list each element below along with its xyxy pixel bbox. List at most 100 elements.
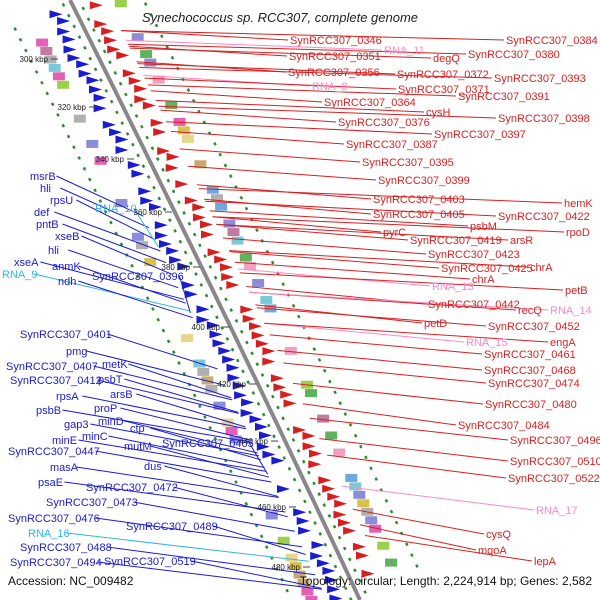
right-feature-label[interactable]: SynRCC307_0364 xyxy=(324,97,416,109)
left-leader-line xyxy=(60,187,150,229)
left-feature-label[interactable]: proP xyxy=(94,403,117,415)
left-feature-label[interactable]: SynRCC307_0412 xyxy=(10,375,102,387)
right-feature-label[interactable]: SynRCC307_0474 xyxy=(488,378,580,390)
right-feature-label[interactable]: petD xyxy=(424,318,447,330)
right-feature-label[interactable]: hemK xyxy=(564,198,593,210)
left-feature-label[interactable]: xseA xyxy=(14,257,39,269)
left-feature-label[interactable]: arsB xyxy=(110,389,133,401)
left-feature-label[interactable]: mutM xyxy=(124,441,152,453)
left-feature-label[interactable]: RNA_9 xyxy=(2,269,37,281)
right-feature-label[interactable]: RNA_14 xyxy=(550,305,592,317)
right-feature-label[interactable]: petB xyxy=(565,285,588,297)
right-feature-label[interactable]: SynRCC307_0442 xyxy=(428,299,520,311)
left-feature-label[interactable]: anmK xyxy=(52,261,81,273)
right-feature-label[interactable]: rpoD xyxy=(566,227,590,239)
right-feature-label[interactable]: SynRCC307_0468 xyxy=(484,365,576,377)
left-feature-label[interactable]: pmg xyxy=(66,346,87,358)
right-feature-label[interactable]: RNA_11 xyxy=(384,45,425,57)
right-feature-label[interactable]: RNA_15 xyxy=(466,337,508,349)
right-feature-label[interactable]: SynRCC307_0384 xyxy=(506,35,598,47)
right-feature-label[interactable]: SynRCC307_0371 xyxy=(398,84,490,96)
right-feature-label[interactable]: SynRCC307_0425 xyxy=(441,263,533,275)
right-feature-label[interactable]: SynRCC307_0422 xyxy=(498,211,590,223)
right-feature-label[interactable]: mqoA xyxy=(478,545,507,557)
right-feature-label[interactable]: SynRCC307_0376 xyxy=(338,117,430,129)
right-feature-label[interactable]: SynRCC307_0387 xyxy=(346,139,438,151)
right-feature-label[interactable]: SynRCC307_0480 xyxy=(485,399,577,411)
right-feature-label[interactable]: SynRCC307_0419 xyxy=(410,235,502,247)
left-feature-label[interactable]: SynRCC307_0447 xyxy=(8,446,100,458)
right-feature-label[interactable]: SynRCC307_0496 xyxy=(510,435,600,447)
left-feature-label[interactable]: masA xyxy=(50,462,79,474)
left-feature-label[interactable]: SynRCC307_0396 xyxy=(92,271,184,283)
right-feature-label[interactable]: SynRCC307_0399 xyxy=(378,175,470,187)
right-feature-label[interactable]: cysQ xyxy=(486,529,512,541)
right-feature-label[interactable]: recQ xyxy=(518,305,542,317)
right-feature-label[interactable]: SynRCC307_0393 xyxy=(494,73,586,85)
cog-block xyxy=(114,0,127,8)
left-feature-label[interactable]: SynRCC307_0494 xyxy=(10,557,102,569)
right-feature-label[interactable]: SynRCC307_0395 xyxy=(362,157,454,169)
left-feature-label[interactable]: metK xyxy=(102,359,128,371)
cog-block xyxy=(284,346,297,355)
left-feature-label[interactable]: xseB xyxy=(55,231,79,243)
left-feature-label[interactable]: gap3 xyxy=(64,419,88,431)
left-feature-label[interactable]: minD xyxy=(98,416,124,428)
right-feature-label[interactable]: SynRCC307_0484 xyxy=(458,420,550,432)
left-feature-label[interactable]: hli xyxy=(40,183,51,195)
left-feature-label[interactable]: SynRCC307_0476 xyxy=(8,513,100,525)
left-feature-label[interactable]: hli xyxy=(48,245,59,257)
left-feature-label[interactable]: SynRCC307_0472 xyxy=(86,482,178,494)
right-feature-label[interactable]: pyrC xyxy=(383,227,406,239)
left-feature-label[interactable]: psaE xyxy=(38,477,63,489)
right-feature-label[interactable]: SynRCC307_0356 xyxy=(288,67,380,79)
right-feature-label[interactable]: chrA xyxy=(472,274,495,286)
left-feature-label[interactable]: SynRCC307_0473 xyxy=(46,497,138,509)
right-feature-label[interactable]: SynRCC307_0403 xyxy=(373,194,465,206)
right-feature-label[interactable]: SynRCC307_0398 xyxy=(498,113,590,125)
right-feature-label[interactable]: RNA_17 xyxy=(536,505,578,517)
right-feature-label[interactable]: SynRCC307_0351 xyxy=(289,51,381,63)
left-feature-label[interactable]: SynRCC307_0489 xyxy=(126,521,218,533)
left-feature-label[interactable]: rpsA xyxy=(56,391,79,403)
left-feature-label[interactable]: SynRCC307_0519 xyxy=(104,556,196,568)
left-feature-label[interactable]: SynRCC307_0401 xyxy=(20,329,112,341)
right-feature-label[interactable]: SynRCC307_0423 xyxy=(428,249,520,261)
right-feature-label[interactable]: SynRCC307_0346 xyxy=(290,35,382,47)
right-feature-label[interactable]: SynRCC307_0397 xyxy=(434,129,526,141)
left-feature-label[interactable]: RNA_16 xyxy=(28,528,70,540)
right-feature-label[interactable]: SynRCC307_0452 xyxy=(488,321,580,333)
left-feature-label[interactable]: rpsU xyxy=(50,195,73,207)
right-feature-label[interactable]: lepA xyxy=(534,556,557,568)
left-feature-label[interactable]: dus xyxy=(144,461,162,473)
right-feature-label[interactable]: chrA xyxy=(530,262,553,274)
left-feature-label[interactable]: msrB xyxy=(30,171,56,183)
left-feature-label[interactable]: def xyxy=(34,207,50,219)
right-feature-label[interactable]: SynRCC307_0522 xyxy=(508,473,600,485)
left-feature-label[interactable]: minC xyxy=(82,431,108,443)
right-feature-label[interactable]: engA xyxy=(550,337,576,349)
right-feature-label[interactable]: degQ xyxy=(433,53,460,65)
right-feature-label[interactable]: SynRCC307_0405 xyxy=(373,209,465,221)
left-feature-label[interactable]: ctp xyxy=(130,423,145,435)
right-feature-label[interactable]: RNA_8 xyxy=(312,81,347,93)
left-feature-label[interactable]: SynRCC307_0465 xyxy=(162,438,254,450)
left-feature-label[interactable]: SynRCC307_0407 xyxy=(6,361,98,373)
left-feature-label[interactable]: minE xyxy=(52,435,77,447)
right-feature-label[interactable]: cysH xyxy=(426,107,451,119)
left-feature-label[interactable]: psbT xyxy=(98,374,123,386)
left-feature-label[interactable]: RNA_10 xyxy=(95,203,137,215)
right-feature-label[interactable]: SynRCC307_0510 xyxy=(510,456,600,468)
right-feature-label[interactable]: SynRCC307_0461 xyxy=(484,349,576,361)
left-feature-label[interactable]: pntB xyxy=(36,219,59,231)
right-feature-label[interactable]: SynRCC307_0372 xyxy=(397,69,489,81)
right-feature-label[interactable]: psbM xyxy=(470,221,497,233)
right-feature-label[interactable]: SynRCC307_0380 xyxy=(468,49,560,61)
right-feature-label[interactable]: arsR xyxy=(510,235,533,247)
left-feature-label[interactable]: psbB xyxy=(36,405,61,417)
left-feature-label[interactable]: ndh xyxy=(58,276,76,288)
reverse-gene-arrow xyxy=(298,526,312,535)
right-feature-label[interactable]: SynRCC307_0391 xyxy=(458,91,550,103)
left-feature-label[interactable]: SynRCC307_0488 xyxy=(20,542,112,554)
right-feature-label[interactable]: RNA_13 xyxy=(432,281,474,293)
